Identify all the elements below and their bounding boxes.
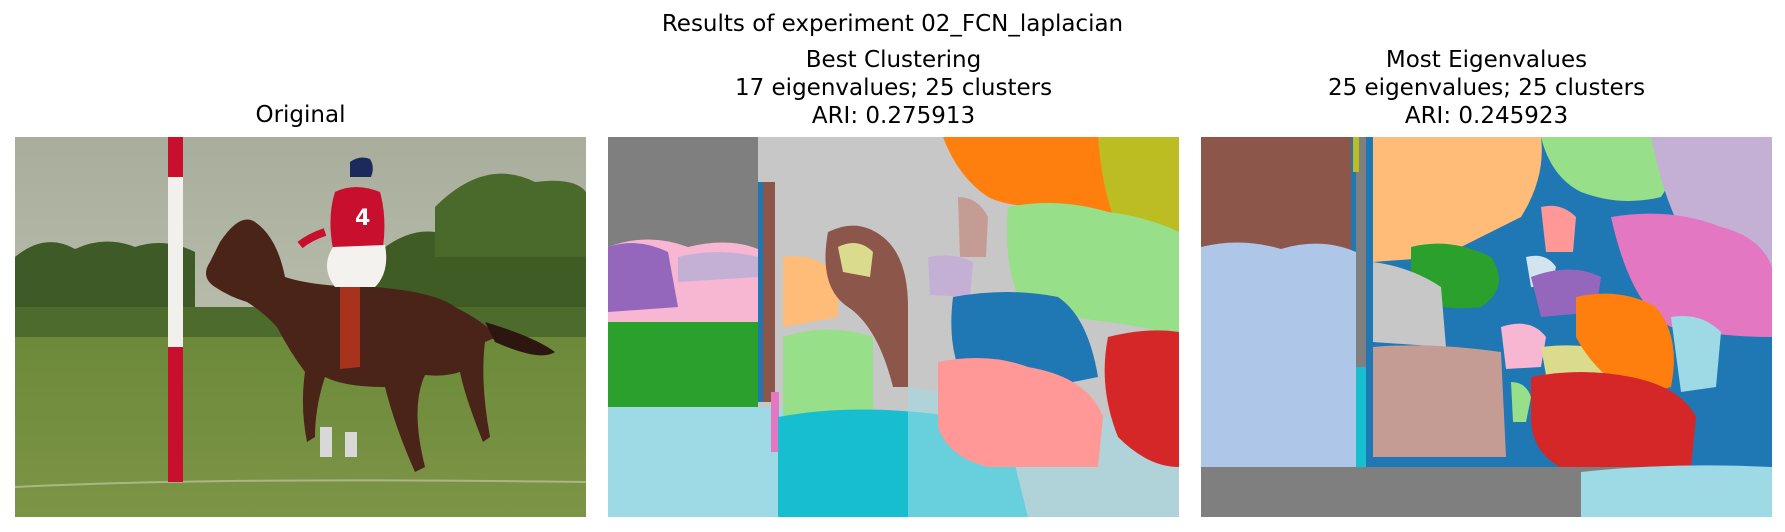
panel-title-original: Original xyxy=(15,101,586,129)
title-line: Original xyxy=(255,102,346,128)
svg-text:4: 4 xyxy=(355,206,370,231)
figure-suptitle: Results of experiment 02_FCN_laplacian xyxy=(661,11,1124,37)
title-line: ARI: 0.245923 xyxy=(1404,103,1569,129)
title-line: Most Eigenvalues xyxy=(1385,47,1588,73)
title-line: 17 eigenvalues; 25 clusters xyxy=(734,75,1053,101)
original-image: 4 xyxy=(15,137,586,517)
panel-title-best-clustering: Best Clustering 17 eigenvalues; 25 clust… xyxy=(608,46,1179,130)
most-eigenvalues-image xyxy=(1201,137,1772,517)
title-line: Best Clustering xyxy=(805,47,982,73)
panel-title-most-eigenvalues: Most Eigenvalues 25 eigenvalues; 25 clus… xyxy=(1201,46,1772,130)
title-line: ARI: 0.275913 xyxy=(811,103,976,129)
title-line: 25 eigenvalues; 25 clusters xyxy=(1327,75,1646,101)
best-clustering-image xyxy=(608,137,1179,517)
